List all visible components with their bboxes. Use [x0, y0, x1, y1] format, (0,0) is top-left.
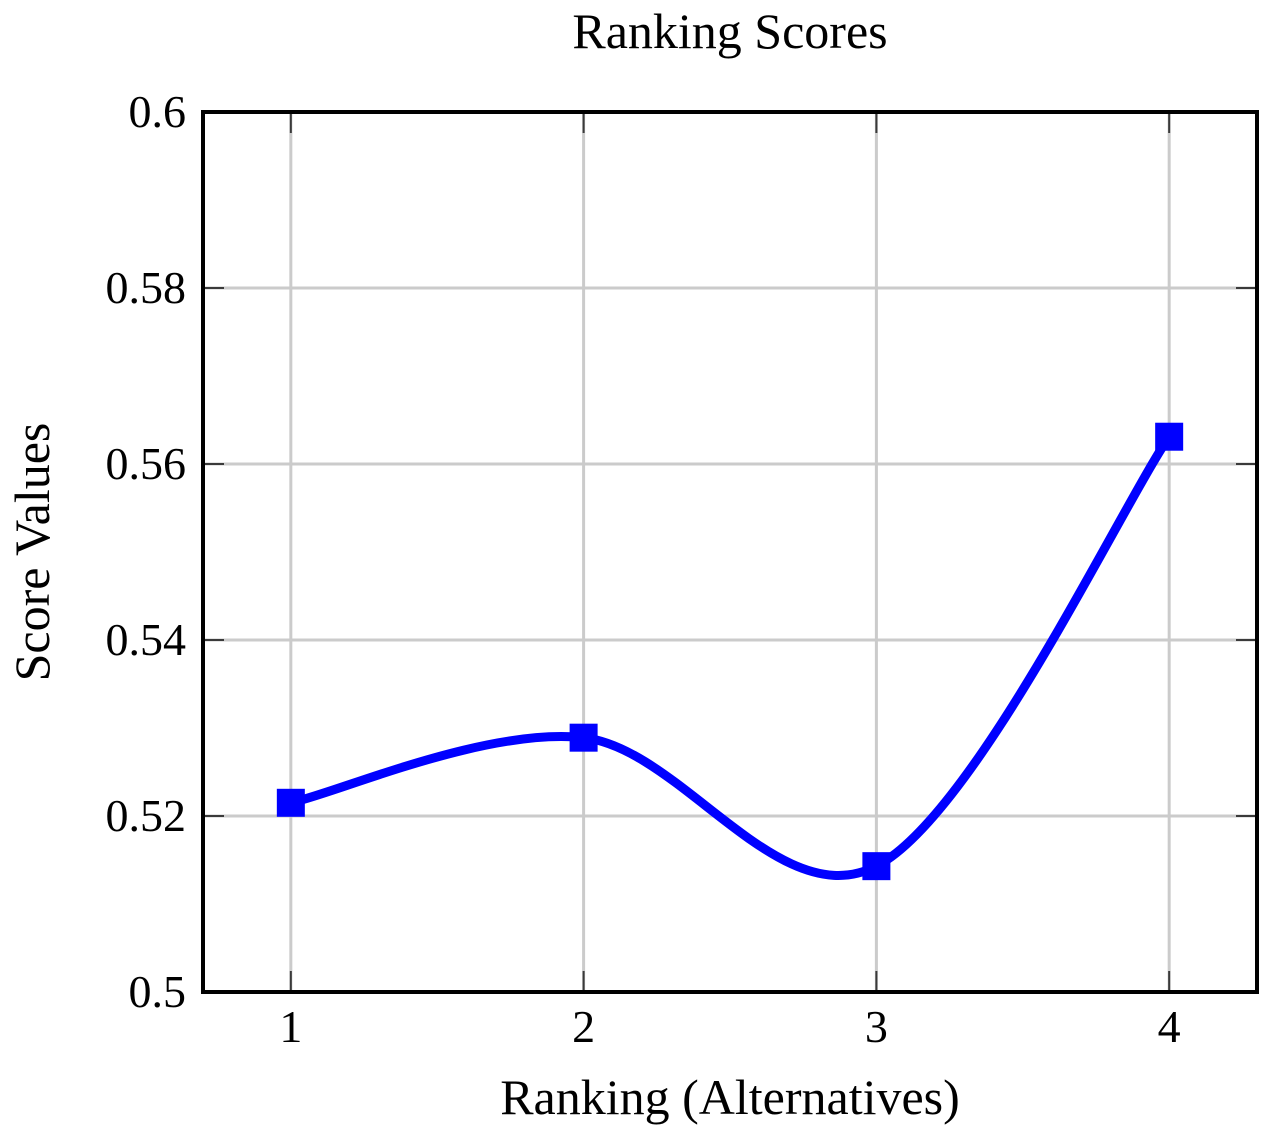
y-tick-label-3: 0.56 [105, 438, 187, 489]
data-point-2 [569, 723, 598, 752]
data-point-1 [276, 788, 305, 817]
x-tick-label-3: 4 [1157, 1001, 1181, 1052]
x-axis-label: Ranking (Alternatives) [500, 1069, 960, 1125]
chart-title: Ranking Scores [572, 3, 888, 59]
x-tick-label-0: 1 [279, 1001, 303, 1052]
y-tick-label-0: 0.5 [128, 966, 187, 1017]
y-tick-label-2: 0.54 [105, 614, 187, 665]
plot-border [201, 110, 1259, 994]
y-tick-label-1: 0.52 [105, 790, 187, 841]
data-point-4 [1155, 422, 1184, 451]
x-tick-label-1: 2 [572, 1001, 596, 1052]
x-tick-label-2: 3 [864, 1001, 888, 1052]
y-tick-label-5: 0.6 [128, 86, 187, 137]
data-point-3 [862, 852, 891, 881]
y-axis-label: Score Values [4, 422, 60, 682]
y-tick-label-4: 0.58 [105, 262, 187, 313]
score-line [286, 432, 1174, 880]
